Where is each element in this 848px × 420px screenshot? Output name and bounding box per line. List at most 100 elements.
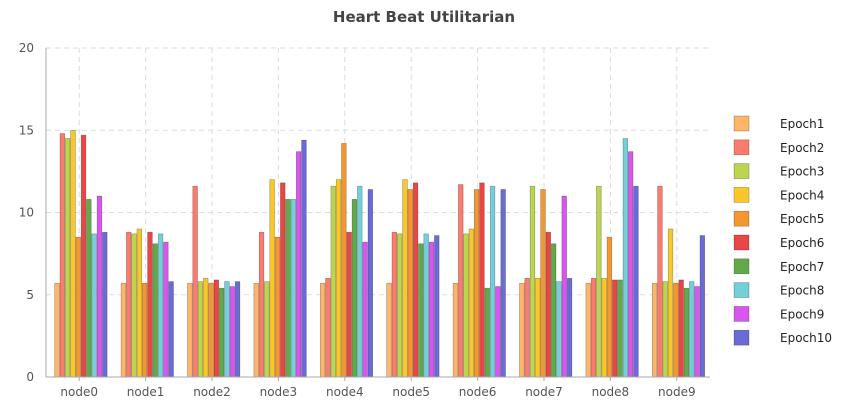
bar-node6-epoch9 <box>495 286 501 378</box>
bar-node6-epoch6 <box>479 182 485 378</box>
bar-node4-epoch7 <box>351 199 358 378</box>
axes <box>45 48 710 378</box>
bar-node8-epoch9 <box>627 151 634 378</box>
legend-swatch-epoch7 <box>733 258 750 275</box>
bar-node4-epoch2 <box>325 277 331 378</box>
legend-swatch-epoch4 <box>733 187 750 203</box>
bar-node1-epoch5 <box>142 282 148 378</box>
bar-node3-epoch2 <box>258 231 265 378</box>
bar-node6-epoch5 <box>473 189 480 378</box>
x-tick-label: node5 <box>392 385 430 399</box>
bar-node2-epoch4 <box>203 277 209 378</box>
bar-node1-epoch2 <box>126 231 132 378</box>
legend-swatch-epoch8 <box>733 282 750 298</box>
x-tick-label: node3 <box>260 385 298 399</box>
bar-node1-epoch9 <box>163 241 169 378</box>
bar-node2-epoch3 <box>197 281 204 378</box>
bar-node6-epoch2 <box>458 184 464 378</box>
bar-node5-epoch8 <box>423 233 429 378</box>
bar-node6-epoch4 <box>468 228 474 378</box>
bar-node7-epoch3 <box>529 185 536 378</box>
bar-node7-epoch7 <box>550 243 557 378</box>
bar-node8-epoch7 <box>617 279 623 378</box>
bar-node3-epoch8 <box>290 199 296 378</box>
bar-node7-epoch4 <box>535 277 541 378</box>
legend-label-epoch2: Epoch2 <box>780 141 824 155</box>
bar-node8-epoch5 <box>606 236 613 378</box>
legend-swatch-epoch10 <box>733 329 750 346</box>
bar-node8-epoch3 <box>596 185 602 378</box>
bar-node7-epoch6 <box>545 231 551 378</box>
bar-node4-epoch10 <box>367 189 373 378</box>
bar-node9-epoch5 <box>673 282 679 378</box>
y-tick-label: 5 <box>26 288 34 302</box>
bar-node8-epoch1 <box>585 282 591 378</box>
bar-node2-epoch6 <box>213 279 219 378</box>
bar-node9-epoch9 <box>694 286 700 378</box>
legend-label-epoch1: Epoch1 <box>780 117 824 131</box>
bar-node4-epoch6 <box>346 231 352 378</box>
bar-node0-epoch5 <box>75 236 81 378</box>
bar-node5-epoch1 <box>386 282 392 378</box>
bar-node3-epoch10 <box>301 139 307 378</box>
legend-label-epoch6: Epoch6 <box>780 236 824 250</box>
legend-label-epoch4: Epoch4 <box>780 188 824 202</box>
bar-node5-epoch5 <box>407 189 413 378</box>
bar-node8-epoch2 <box>590 277 597 378</box>
bar-node1-epoch3 <box>131 233 137 378</box>
bar-node3-epoch5 <box>274 236 281 378</box>
bar-node4-epoch9 <box>362 241 368 378</box>
bar-node9-epoch8 <box>689 281 695 378</box>
legend-swatch-epoch2 <box>733 139 750 156</box>
legend-swatch-epoch9 <box>733 306 750 322</box>
bar-node0-epoch6 <box>80 134 87 378</box>
bar-node1-epoch1 <box>120 282 127 378</box>
bar-node7-epoch8 <box>556 281 562 378</box>
bar-node0-epoch4 <box>70 129 76 378</box>
bar-node8-epoch6 <box>612 279 618 378</box>
bar-node4-epoch4 <box>335 179 342 378</box>
bar-node6-epoch8 <box>489 185 496 378</box>
bar-node4-epoch3 <box>330 185 336 378</box>
x-tick-label: node6 <box>459 385 497 399</box>
y-tick-label: 10 <box>19 206 34 220</box>
y-tick-label: 20 <box>19 41 34 55</box>
bar-node6-epoch1 <box>452 282 459 378</box>
bar-node4-epoch5 <box>341 143 347 378</box>
bar-node2-epoch1 <box>187 282 193 378</box>
bar-node5-epoch6 <box>412 182 419 378</box>
bar-node7-epoch9 <box>561 195 567 378</box>
bar-node2-epoch9 <box>229 286 235 378</box>
x-tick-label: node7 <box>525 385 563 399</box>
bar-node2-epoch10 <box>234 281 241 378</box>
bar-node3-epoch9 <box>295 151 302 378</box>
y-tick-label: 0 <box>26 370 34 384</box>
bar-node3-epoch6 <box>280 182 286 378</box>
y-tick-label: 15 <box>19 123 34 137</box>
x-tick-label: node0 <box>60 385 98 399</box>
bar-node4-epoch1 <box>319 282 326 378</box>
bar-node5-epoch4 <box>402 179 408 378</box>
legend: Epoch1 Epoch2 Epoch3 Epoch4 Epoch5 Epoch6 Epoc… <box>733 115 832 346</box>
bar-node5-epoch7 <box>418 243 424 378</box>
bar-node5-epoch3 <box>396 233 403 378</box>
bar-node1-epoch7 <box>152 243 158 378</box>
bar-node0-epoch7 <box>86 199 92 378</box>
bar-node9-epoch10 <box>699 235 705 378</box>
legend-swatch-epoch1 <box>733 115 750 132</box>
bar-node0-epoch10 <box>102 231 108 378</box>
legend-label-epoch9: Epoch9 <box>780 307 824 321</box>
legend-swatch-epoch6 <box>733 234 750 251</box>
bar-node2-epoch8 <box>224 281 230 378</box>
bar-node8-epoch8 <box>622 138 628 378</box>
legend-label-epoch5: Epoch5 <box>780 212 824 226</box>
legend-label-epoch7: Epoch7 <box>780 260 824 274</box>
bar-node3-epoch3 <box>264 281 270 378</box>
bar-node7-epoch2 <box>524 277 530 378</box>
bar-node2-epoch7 <box>219 287 225 378</box>
bar-node9-epoch7 <box>683 287 690 378</box>
bar-node7-epoch5 <box>540 189 546 378</box>
bar-node2-epoch5 <box>208 282 214 378</box>
x-tick-label: node2 <box>193 385 231 399</box>
bars <box>54 129 705 378</box>
